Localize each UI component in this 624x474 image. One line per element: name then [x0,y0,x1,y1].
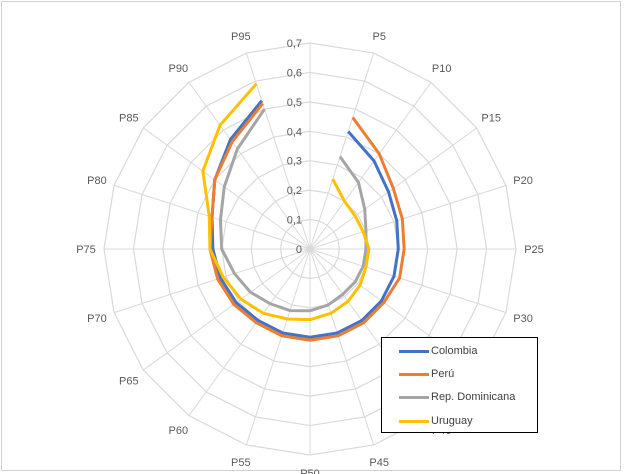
category-label: P95 [231,31,251,43]
tick-label: 0,5 [287,97,302,109]
grid-spoke [188,248,311,416]
legend-item-colombia: Colombia [399,343,477,359]
grid-spoke [309,248,507,314]
legend-label: Colombia [431,345,478,357]
category-label: P45 [369,457,389,469]
series-line-per- [208,102,406,342]
category-label: P5 [372,31,385,43]
category-label: P15 [481,112,501,124]
grid-spoke [245,248,311,446]
series-lines [201,82,406,342]
tick-label: 0,2 [287,185,302,197]
legend-swatch [399,419,429,423]
category-label: P25 [524,244,544,256]
category-label: P30 [513,313,533,325]
category-label: P75 [76,244,96,256]
legend-swatch [399,372,429,376]
grid [103,42,517,456]
legend-label: Perú [431,368,455,380]
tick-label: 0,6 [287,67,302,79]
grid-spoke [113,248,311,314]
tick-label: 0 [296,244,302,256]
category-label: P55 [231,457,251,469]
category-label: P50 [300,468,320,474]
tick-label: 0,1 [287,215,302,227]
category-label: P70 [87,313,107,325]
category-label: P10 [432,63,452,75]
grid-spoke [309,82,432,250]
grid-spoke [309,184,507,250]
category-label: P80 [87,175,107,187]
category-label: P85 [119,112,139,124]
category-labels: P5P10P15P20P25P30P35P40P45P50P55P60P65P7… [76,31,544,474]
series-line-uruguay [201,82,371,322]
series-line-rep-dominicana [218,108,368,313]
legend-swatch [399,349,429,353]
tick-label: 0,3 [287,156,302,168]
grid-spoke [143,248,311,371]
grid-spoke [143,127,311,250]
grid-spoke [245,52,311,250]
legend: Colombia Perú Rep. Dominicana Uruguay [381,337,538,433]
legend-item-uruguay: Uruguay [399,413,473,429]
category-label: P90 [169,63,189,75]
tick-label: 0,4 [287,126,302,138]
category-label: P65 [119,376,139,388]
radial-axis-ticks: 0 0,1 0,2 0,3 0,4 0,5 0,6 0,7 [287,38,302,256]
category-label: P20 [513,175,533,187]
legend-item-rep-dominicana: Rep. Dominicana [399,389,515,405]
legend-label: Uruguay [431,415,473,427]
tick-label: 0,7 [287,38,302,50]
grid-spoke [309,248,375,446]
legend-swatch [399,395,429,399]
legend-item-peru: Perú [399,366,454,382]
legend-label: Rep. Dominicana [431,391,516,403]
grid-spoke [309,52,375,250]
grid-spoke [188,82,311,250]
category-label: P60 [169,425,189,437]
